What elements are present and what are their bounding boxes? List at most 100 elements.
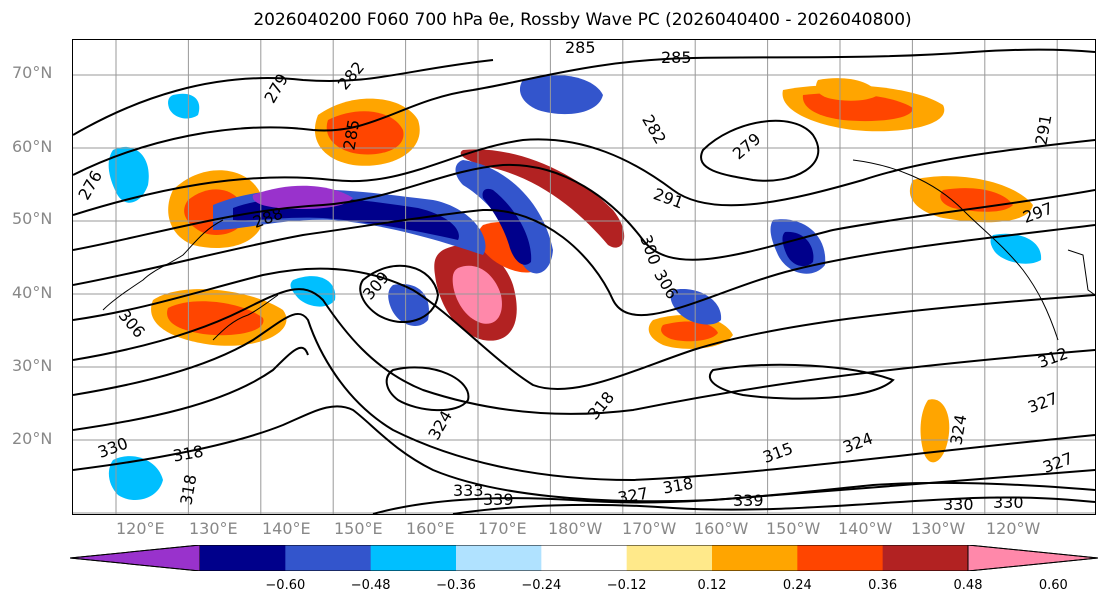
contour-line (73, 313, 1095, 482)
colorbar-segment (456, 545, 542, 571)
colorbar-tick-label: −0.24 (521, 578, 562, 593)
contour-label: 327 (1025, 389, 1060, 417)
coastline (1067, 249, 1095, 296)
negative-anomaly-area (108, 456, 163, 500)
colorbar-extend-low (70, 545, 201, 571)
colorbar-segment (541, 545, 628, 571)
lon-label-180w: 180°W (548, 519, 603, 538)
plot-title: 2026040200 F060 700 hPa θe, Rossby Wave … (253, 10, 912, 30)
contour-label: 282 (334, 58, 368, 94)
colorbar-segment (370, 545, 457, 571)
lat-label-60n: 60°N (12, 137, 53, 156)
lon-label-150w: 150°W (766, 519, 821, 538)
lon-label-160w: 160°W (694, 519, 749, 538)
lon-label-130e: 130°E (189, 519, 238, 538)
coastlines (102, 159, 1095, 341)
lon-label-130w: 130°W (911, 519, 966, 538)
negative-anomaly-area (388, 284, 429, 327)
contour-label: 330 (993, 493, 1024, 512)
contour-label: 327 (616, 484, 649, 508)
negative-anomaly-area (252, 185, 353, 209)
colorbar-segment (200, 545, 286, 571)
contour-line (385, 366, 470, 412)
contour-line (73, 346, 309, 431)
negative-anomaly-area (108, 146, 149, 203)
colorbar-tick-label: 0.60 (1038, 578, 1068, 593)
negative-anomaly-area (168, 93, 200, 119)
lon-label-170e: 170°E (478, 519, 527, 538)
lat-label-40n: 40°N (12, 283, 53, 302)
lat-label-30n: 30°N (12, 356, 53, 375)
coastline (102, 219, 224, 311)
contour-line (700, 119, 820, 182)
contour-label: 318 (584, 388, 618, 424)
map-canvas: 285 285 282 279 285 282 279 291 288 300 … (73, 40, 1095, 514)
contour-line (359, 264, 440, 324)
contour-label: 285 (565, 40, 596, 57)
contour-line (73, 48, 1095, 176)
positive-anomaly-area (816, 78, 878, 101)
colorbar-tick-label: 0.24 (782, 578, 812, 593)
negative-anomaly-area (290, 276, 336, 307)
contour-label: 339 (483, 490, 514, 509)
positive-anomaly-area (661, 321, 718, 342)
lat-label-70n: 70°N (12, 63, 53, 82)
lon-label-120e: 120°E (116, 519, 165, 538)
contour-label: 324 (840, 429, 875, 457)
contour-line (452, 496, 1095, 514)
lon-label-140w: 140°W (838, 519, 893, 538)
contour-label: 330 (943, 495, 974, 514)
lat-label-50n: 50°N (12, 209, 53, 228)
lon-label-140e: 140°E (262, 519, 311, 538)
positive-anomaly-area (802, 93, 913, 122)
anomaly-fills (108, 75, 1042, 500)
colorbar-segment (285, 545, 372, 571)
lon-label-150e: 150°E (334, 519, 383, 538)
contour-line (73, 267, 1095, 390)
contour-label: 339 (733, 491, 764, 510)
contour-line (708, 363, 895, 400)
contour-label: 324 (424, 407, 456, 443)
coastline (212, 294, 279, 341)
contour-line (372, 481, 1095, 514)
lat-label-20n: 20°N (12, 429, 53, 448)
positive-anomaly-area (452, 265, 502, 324)
contour-line (73, 288, 1095, 415)
contour-label: 291 (651, 184, 686, 212)
negative-anomaly-area (482, 188, 532, 265)
contour-line (73, 163, 1095, 261)
contour-label: 285 (661, 48, 692, 67)
contour-line (73, 59, 494, 136)
contour-label: 318 (171, 442, 204, 466)
contour-label: 318 (176, 473, 200, 506)
contour-label: 312 (1035, 344, 1070, 372)
colorbar-tick-label: −0.60 (265, 578, 306, 593)
negative-anomaly-area (990, 233, 1042, 264)
contour-label: 318 (661, 474, 694, 498)
coastline (852, 159, 1059, 341)
colorbar-tick-label: 0.36 (868, 578, 898, 593)
theta-e-contours (73, 48, 1095, 514)
colorbar-tick-label: −0.48 (350, 578, 391, 593)
lon-label-170w: 170°W (622, 519, 677, 538)
colorbar-tick-label: 0.12 (697, 578, 727, 593)
colorbar-segment (626, 545, 713, 571)
contour-label: 315 (760, 439, 795, 467)
negative-anomaly-area (519, 75, 603, 115)
lon-label-120w: 120°W (986, 519, 1041, 538)
contour-line (73, 405, 1095, 503)
contour-label: 279 (260, 70, 292, 106)
contour-label: 282 (638, 111, 670, 147)
colorbar-tick-label: −0.12 (606, 578, 647, 593)
contour-label: 324 (946, 413, 970, 446)
lon-label-160e: 160°E (406, 519, 455, 538)
positive-anomaly-area (167, 301, 264, 336)
positive-anomaly-area (326, 111, 404, 155)
colorbar-extend-high (967, 545, 1098, 571)
contour-line (73, 208, 1095, 317)
contour-label: 333 (453, 481, 484, 500)
colorbar (70, 545, 1098, 571)
contour-label: 300 (636, 232, 664, 267)
map-panel: 285 285 282 279 285 282 279 291 288 300 … (72, 39, 1096, 515)
colorbar-tick-label: −0.36 (436, 578, 476, 593)
